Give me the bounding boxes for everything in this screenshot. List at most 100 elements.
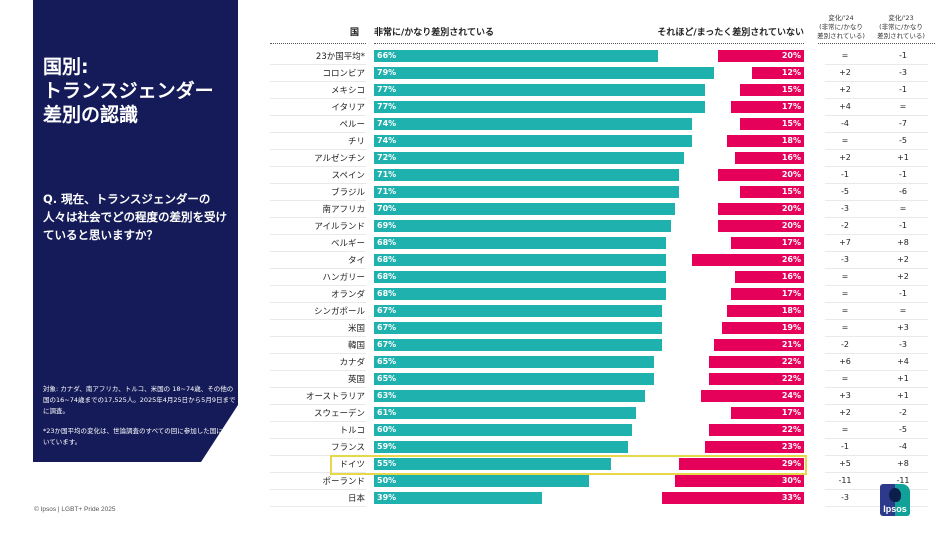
row-divider: [270, 98, 366, 99]
change-23-value: +3: [897, 323, 909, 332]
not-discriminated-value-label: 15%: [781, 187, 801, 196]
not-discriminated-header: それほど/まったく差別されていない: [657, 28, 804, 38]
change-23-value: -3: [899, 68, 907, 77]
not-discriminated-value-label: 19%: [781, 323, 801, 332]
table-row: チリ 74% 18% = -5: [270, 133, 935, 150]
table-row: アイルランド 69% 20% -2 -1: [270, 218, 935, 235]
table-row: カナダ 65% 22% +6 +4: [270, 354, 935, 371]
not-discriminated-bar: [730, 101, 804, 113]
not-discriminated-value-label: 16%: [781, 153, 801, 162]
title-panel: 国別: トランスジェンダー 差別の認識 Q. 現在、トランスジェンダーの人々は社…: [33, 0, 238, 462]
change-24-value: +2: [839, 408, 851, 417]
not-discriminated-value-label: 20%: [781, 170, 801, 179]
change-24-value: =: [841, 51, 849, 60]
row-divider: [825, 353, 928, 354]
table-row: シンガポール 67% 18% = =: [270, 303, 935, 320]
discriminated-bar: [374, 101, 706, 113]
header-divider-bars: [374, 43, 804, 44]
change-24-value: +3: [839, 391, 851, 400]
discriminated-value-label: 68%: [377, 238, 397, 247]
row-divider: [825, 149, 928, 150]
survey-question: Q. 現在、トランスジェンダーの人々は社会でどの程度の差別を受けていると思います…: [43, 192, 227, 242]
table-row: コロンビア 79% 12% +2 -3: [270, 65, 935, 82]
row-divider: [270, 302, 366, 303]
country-label: フランス: [331, 443, 365, 453]
row-divider: [270, 64, 366, 65]
change-23-value: -1: [899, 289, 907, 298]
not-discriminated-bar: [718, 220, 804, 232]
table-row: ドイツ 55% 29% +5 +8: [270, 456, 935, 473]
discriminated-bar: [374, 237, 667, 249]
country-label: イタリア: [331, 103, 365, 113]
not-discriminated-bar: [739, 118, 804, 130]
change-24-value: -5: [841, 187, 849, 196]
discriminated-value-label: 67%: [377, 340, 397, 349]
discriminated-value-label: 50%: [377, 476, 397, 485]
not-discriminated-bar: [735, 152, 804, 164]
not-discriminated-bar: [718, 203, 804, 215]
table-row: タイ 68% 26% -3 +2: [270, 252, 935, 269]
discriminated-bar: [374, 118, 693, 130]
change-24-value: +2: [839, 68, 851, 77]
discriminated-value-label: 68%: [377, 255, 397, 264]
discriminated-bar: [374, 271, 667, 283]
row-divider: [270, 268, 366, 269]
header-divider-changes: [818, 43, 935, 44]
change-23-value: +1: [897, 374, 909, 383]
discriminated-value-label: 68%: [377, 289, 397, 298]
discriminated-bar: [374, 288, 667, 300]
discriminated-value-label: 63%: [377, 391, 397, 400]
not-discriminated-bar: [726, 305, 804, 317]
change-24-value: -1: [841, 170, 849, 179]
discriminated-bar: [374, 373, 654, 385]
header-divider-country: [270, 43, 366, 44]
discriminated-value-label: 71%: [377, 187, 397, 196]
not-discriminated-value-label: 20%: [781, 51, 801, 60]
discriminated-value-label: 55%: [377, 459, 397, 468]
row-divider: [825, 438, 928, 439]
row-divider: [270, 200, 366, 201]
discriminated-bar: [374, 220, 671, 232]
row-divider: [270, 387, 366, 388]
row-divider: [825, 115, 928, 116]
row-divider: [825, 268, 928, 269]
change-24-header: 変化/'24 (非常に/かなり 差別されている): [817, 14, 865, 40]
change-24-value: -2: [841, 221, 849, 230]
discriminated-value-label: 74%: [377, 136, 397, 145]
discriminated-value-label: 74%: [377, 119, 397, 128]
not-discriminated-bar: [662, 492, 804, 504]
discriminated-bar: [374, 339, 663, 351]
discriminated-bar: [374, 186, 680, 198]
row-divider: [270, 81, 366, 82]
change-24-value: -11: [838, 476, 852, 485]
country-label: ベルギー: [330, 239, 365, 249]
not-discriminated-value-label: 16%: [781, 272, 801, 281]
discriminated-value-label: 68%: [377, 272, 397, 281]
table-row: 南アフリカ 70% 20% -3 =: [270, 201, 935, 218]
row-divider: [270, 489, 366, 490]
not-discriminated-bar: [705, 441, 804, 453]
discriminated-value-label: 60%: [377, 425, 397, 434]
discriminated-value-label: 66%: [377, 51, 397, 60]
change-24-value: -3: [841, 493, 849, 502]
discriminated-bar: [374, 424, 632, 436]
japan-highlight-box: [330, 455, 807, 475]
row-divider: [270, 404, 366, 405]
change-23-value: +2: [897, 255, 909, 264]
row-divider: [825, 506, 928, 507]
change-23-value: -2: [899, 408, 907, 417]
change-23-value: -1: [899, 170, 907, 179]
row-divider: [825, 200, 928, 201]
discriminated-value-label: 59%: [377, 442, 397, 451]
country-label: 23か国平均*: [315, 52, 365, 62]
country-label: スペイン: [331, 171, 365, 181]
not-discriminated-value-label: 17%: [781, 408, 801, 417]
row-divider: [270, 421, 366, 422]
row-divider: [270, 455, 366, 456]
table-row: ベルギー 68% 17% +7 +8: [270, 235, 935, 252]
row-divider: [825, 166, 928, 167]
change-23-value: -1: [899, 85, 907, 94]
country-label: メキシコ: [330, 86, 365, 96]
discriminated-bar: [374, 254, 667, 266]
change-23-value: -3: [899, 340, 907, 349]
